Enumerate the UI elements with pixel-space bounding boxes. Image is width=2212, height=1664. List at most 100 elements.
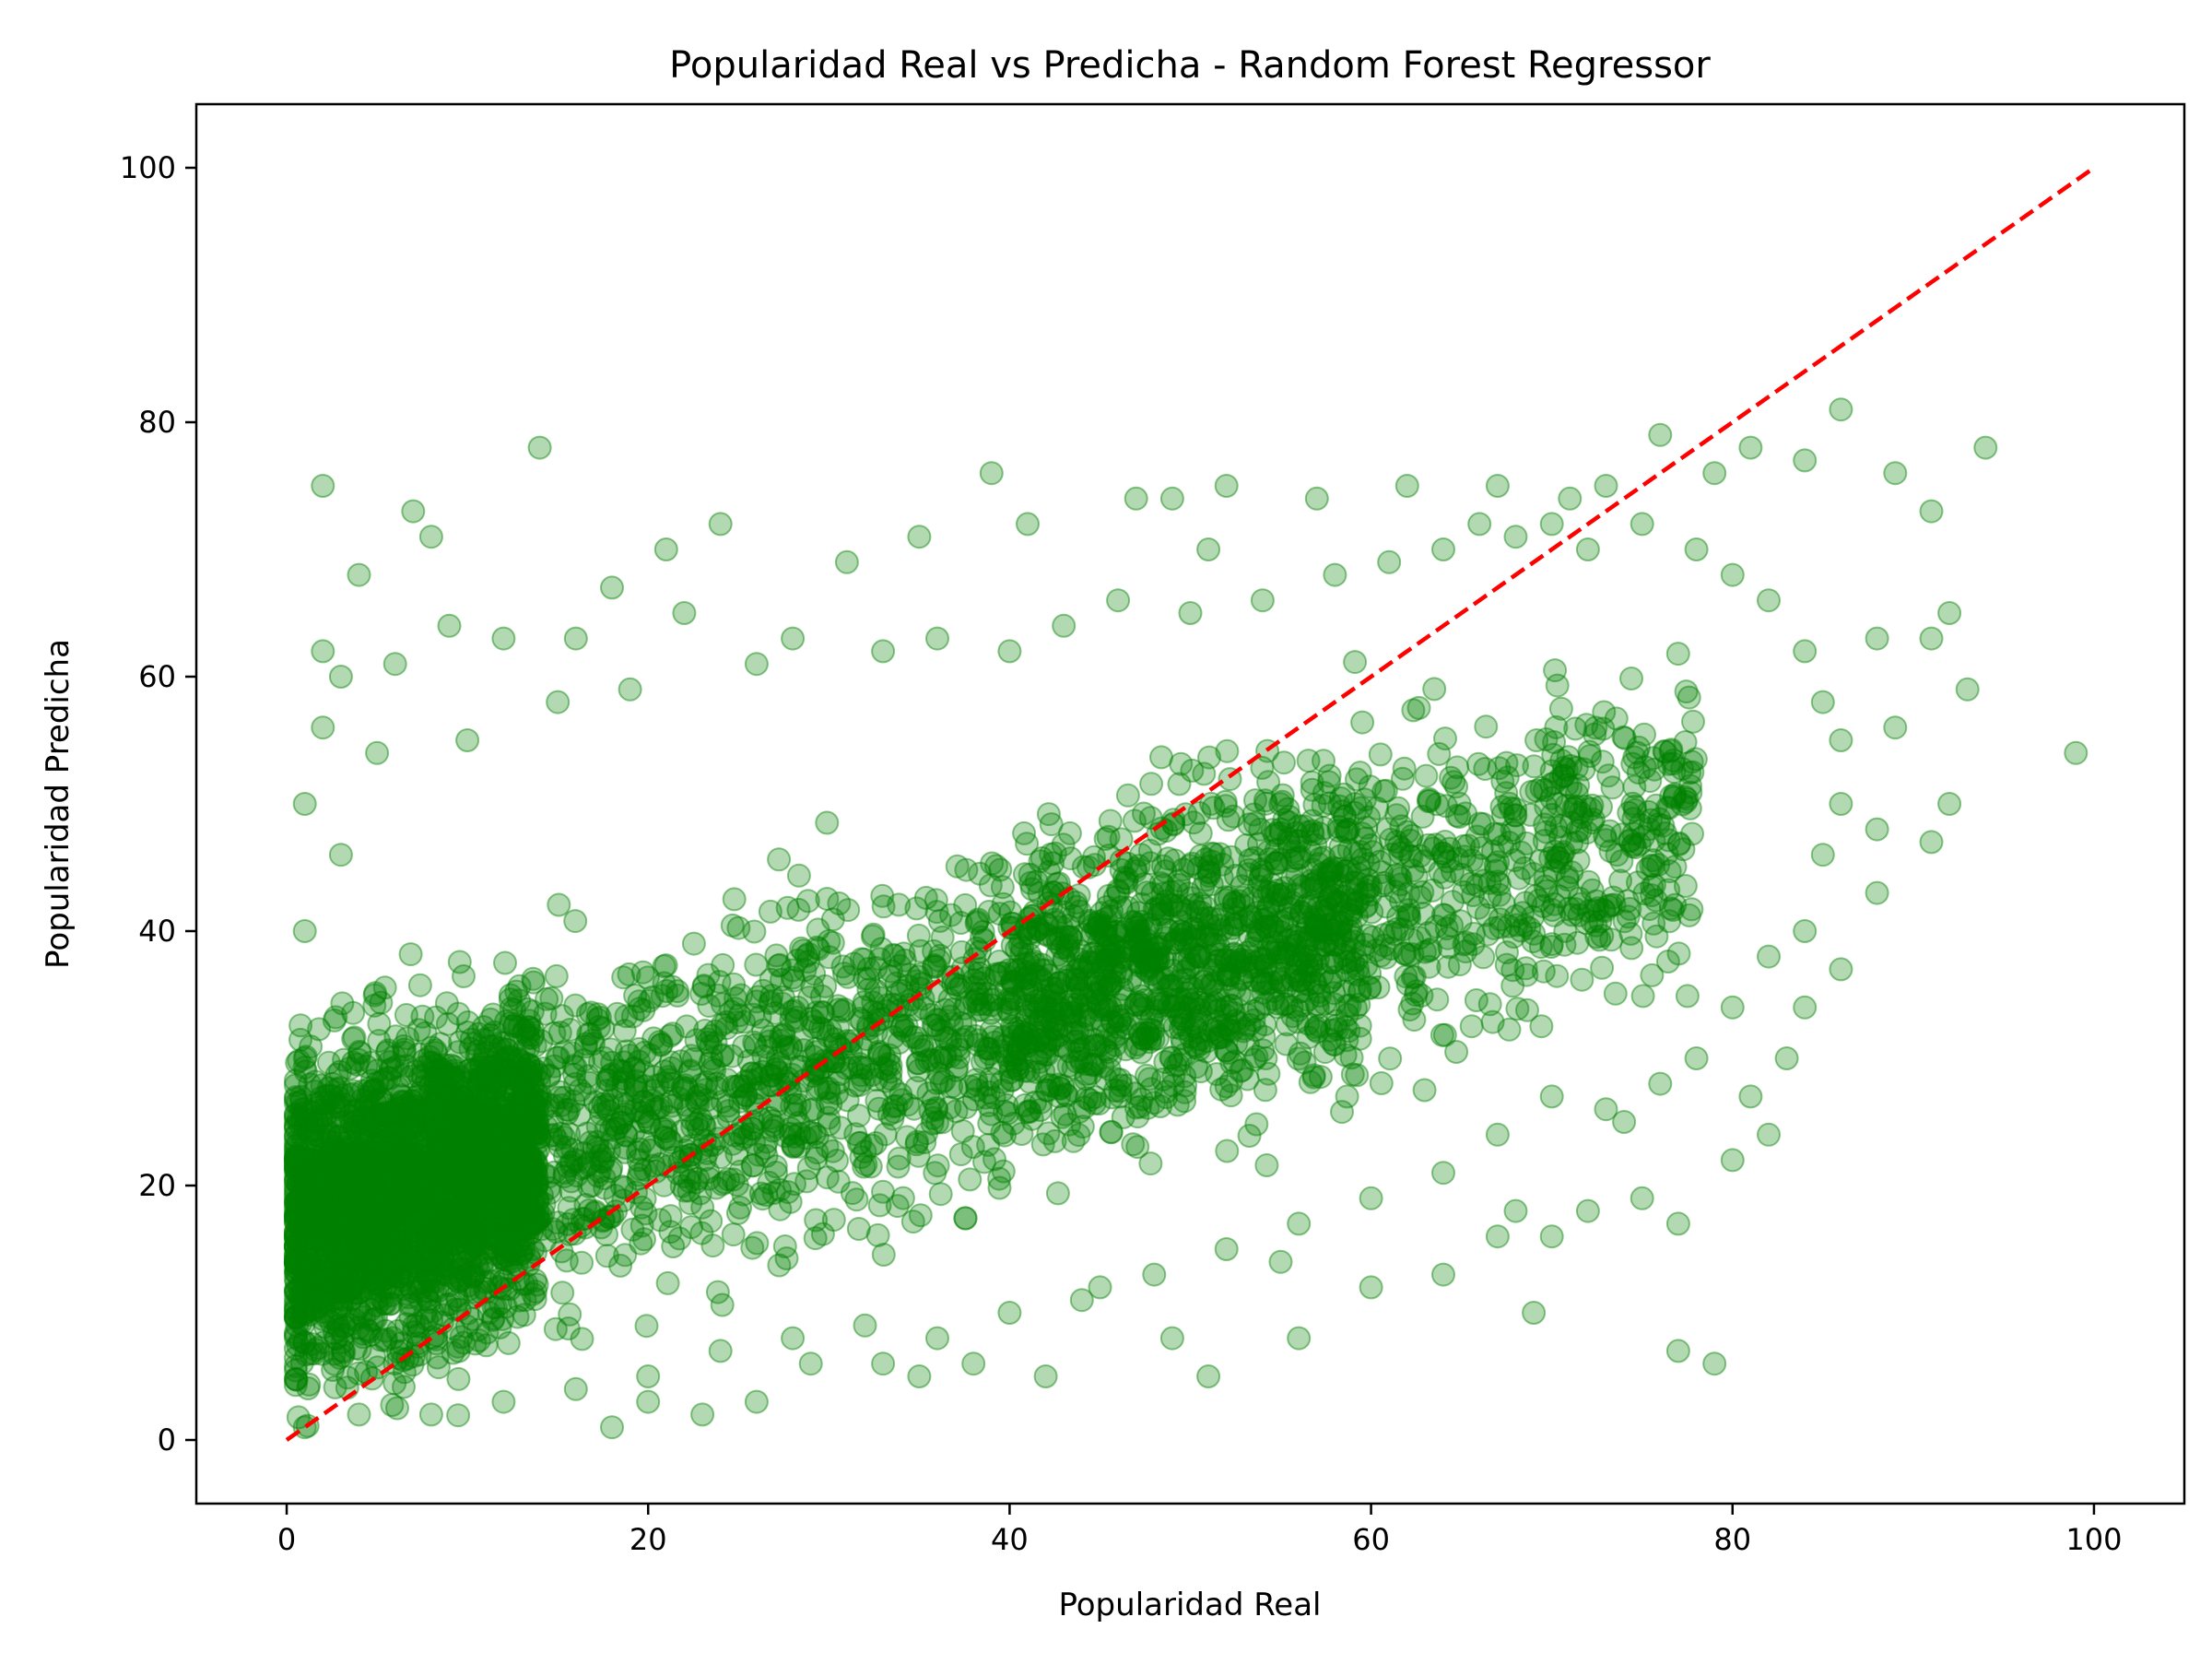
scatter-point [1194, 967, 1218, 991]
scatter-point [852, 990, 877, 1015]
scatter-point [1173, 930, 1198, 955]
scatter-point [649, 1032, 674, 1056]
scatter-point [1064, 987, 1088, 1012]
scatter-point [779, 999, 804, 1024]
scatter-point [401, 1188, 426, 1213]
scatter-point [979, 993, 1004, 1018]
scatter-point [1480, 1009, 1505, 1034]
scatter-point [449, 1325, 474, 1350]
scatter-point [488, 1210, 512, 1235]
scatter-point [1335, 1002, 1359, 1027]
scatter-point [394, 1092, 418, 1117]
scatter-point [415, 1098, 440, 1123]
scatter-point [1067, 1100, 1091, 1125]
scatter-point [1399, 823, 1424, 848]
scatter-point [466, 1184, 491, 1208]
scatter-point [1315, 913, 1340, 938]
scatter-point [1452, 833, 1477, 858]
scatter-point [424, 1130, 449, 1155]
scatter-point [517, 1162, 542, 1187]
scatter-point [1124, 992, 1148, 1017]
scatter-point [1413, 939, 1437, 964]
scatter-point [1540, 802, 1564, 827]
scatter-point [374, 1200, 399, 1225]
scatter-point [336, 1210, 361, 1234]
scatter-point [1378, 827, 1403, 852]
scatter-point [429, 1130, 454, 1155]
scatter-point [849, 1063, 874, 1088]
scatter-point [1053, 1102, 1077, 1127]
scatter-point [722, 887, 747, 912]
scatter-point [531, 1201, 556, 1226]
scatter-point [297, 1175, 322, 1200]
scatter-point [341, 1219, 365, 1244]
scatter-point [767, 1253, 792, 1278]
scatter-point [389, 1221, 414, 1245]
scatter-point [509, 1120, 534, 1145]
scatter-point [1339, 888, 1364, 913]
scatter-point [456, 1097, 480, 1122]
scatter-point [378, 1237, 403, 1262]
scatter-point [1135, 1063, 1159, 1088]
scatter-point [298, 1147, 323, 1172]
scatter-point [621, 1056, 646, 1081]
scatter-point [321, 1239, 346, 1264]
scatter-point [305, 1206, 330, 1231]
scatter-point [1332, 782, 1357, 807]
scatter-point [692, 1114, 717, 1139]
scatter-point [1407, 926, 1432, 950]
scatter-point [1347, 761, 1372, 785]
scatter-point [558, 1018, 582, 1042]
scatter-point [884, 971, 909, 996]
scatter-point [323, 1320, 347, 1345]
scatter-point [926, 1018, 951, 1042]
scatter-point [516, 1171, 541, 1196]
scatter-point [313, 1150, 338, 1174]
scatter-point [355, 1317, 379, 1342]
scatter-point [283, 1116, 308, 1141]
scatter-point [456, 1070, 481, 1095]
scatter-point [1348, 840, 1373, 865]
scatter-point [1567, 903, 1592, 927]
scatter-point [1575, 820, 1599, 845]
scatter-point [1333, 1043, 1358, 1068]
scatter-point [865, 1089, 889, 1113]
scatter-point [1244, 1112, 1269, 1137]
scatter-point [1619, 667, 1643, 690]
scatter-point [804, 1208, 829, 1233]
scatter-point [356, 1142, 381, 1167]
scatter-point [508, 1157, 533, 1182]
scatter-point [594, 1068, 619, 1092]
scatter-point [547, 892, 571, 917]
scatter-point [305, 1191, 329, 1216]
scatter-point [740, 1153, 765, 1178]
scatter-point [407, 1168, 431, 1193]
scatter-point [924, 900, 949, 925]
scatter-point [1274, 992, 1299, 1017]
scatter-point [1665, 642, 1690, 667]
scatter-point [534, 1115, 559, 1139]
scatter-point [658, 1050, 683, 1075]
scatter-point [505, 1173, 530, 1198]
scatter-point [1347, 979, 1371, 1004]
scatter-point [301, 1194, 326, 1219]
scatter-point [289, 1201, 313, 1226]
scatter-point [925, 1153, 950, 1178]
scatter-point [1653, 821, 1677, 845]
scatter-point [667, 1226, 692, 1251]
scatter-point [1065, 1049, 1089, 1074]
scatter-point [302, 1149, 327, 1174]
scatter-point [1494, 952, 1519, 977]
scatter-point [426, 1081, 451, 1106]
scatter-point [312, 1151, 336, 1176]
scatter-point [699, 1096, 724, 1121]
scatter-point [1524, 728, 1549, 752]
scatter-point [363, 1077, 387, 1102]
scatter-point [477, 1050, 501, 1075]
scatter-point [805, 1040, 830, 1065]
scatter-point [341, 1249, 366, 1274]
scatter-point [716, 1167, 741, 1192]
scatter-point [1296, 987, 1320, 1012]
scatter-point [308, 1225, 332, 1250]
scatter-point [1215, 1139, 1240, 1163]
